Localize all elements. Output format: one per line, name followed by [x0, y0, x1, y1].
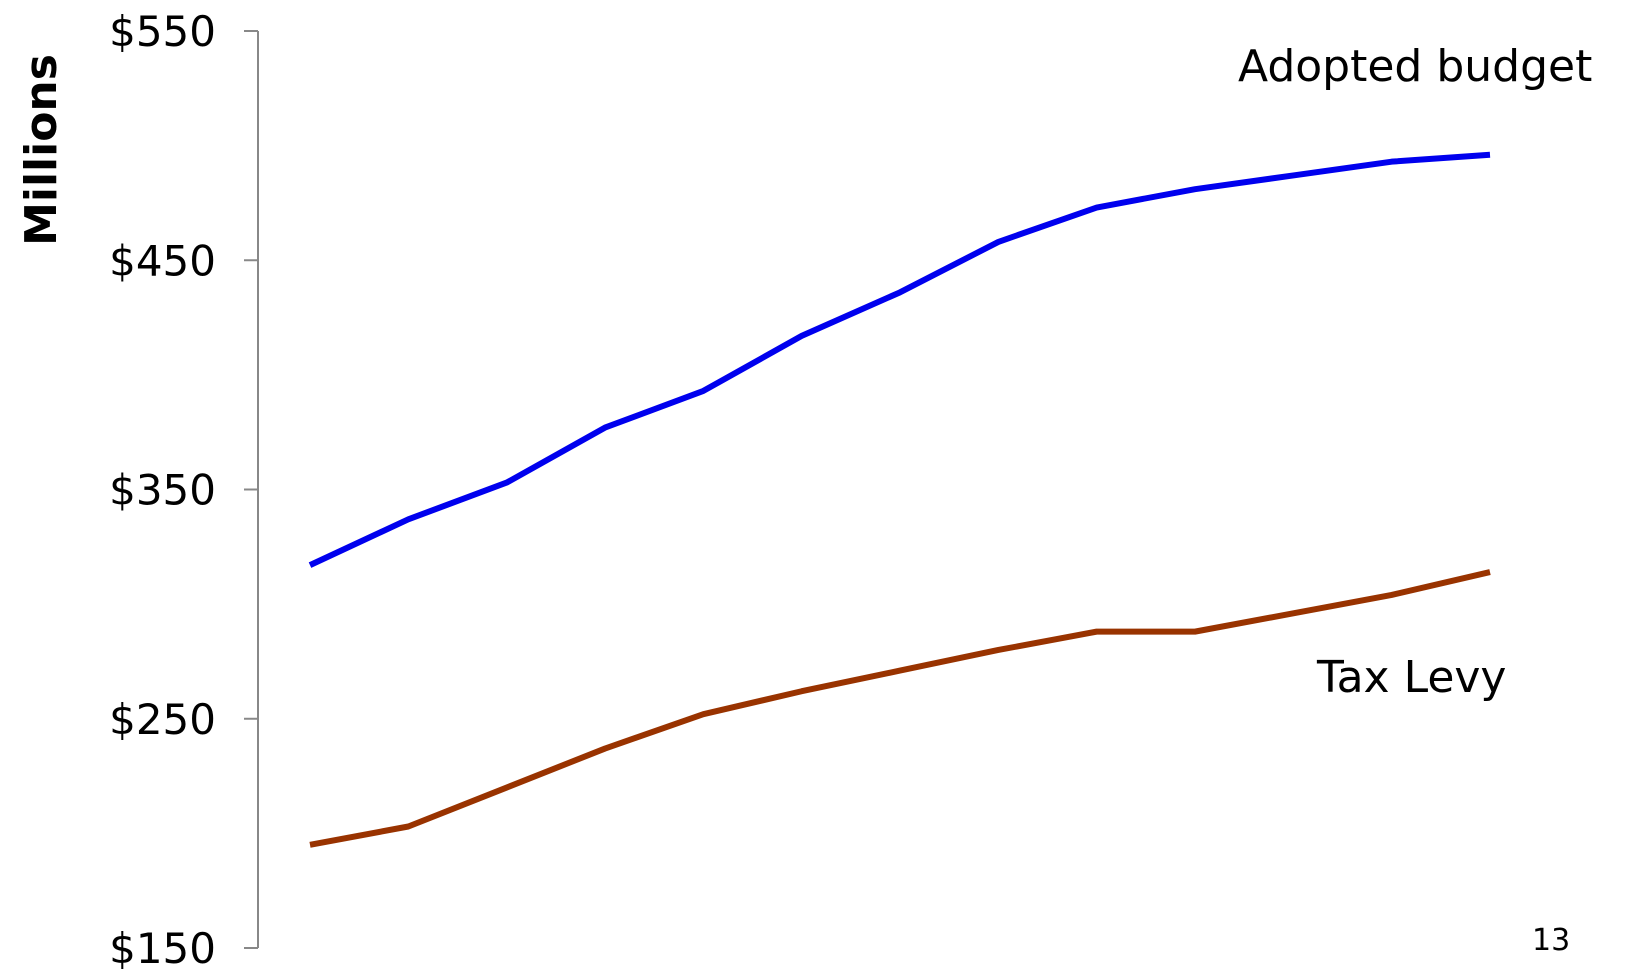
- y-axis-ticks: $150 $250 $350 $450 $550: [109, 7, 258, 970]
- y-tick-label: $150: [109, 924, 216, 970]
- y-tick-label: $450: [109, 236, 216, 285]
- series-line-1: [309, 569, 1491, 848]
- y-tick-label: $550: [109, 7, 216, 56]
- series-label-adopted-budget: Adopted budget: [1238, 41, 1592, 92]
- series-label-tax-levy: Tax Levy: [1316, 652, 1506, 703]
- series-lines: [308, 151, 1491, 848]
- y-axis-label: Millions: [16, 54, 67, 246]
- page-number: 13: [1532, 923, 1570, 958]
- y-tick-label: $350: [109, 466, 216, 515]
- y-tick-label: $250: [109, 695, 216, 744]
- series-line-0: [308, 151, 1491, 568]
